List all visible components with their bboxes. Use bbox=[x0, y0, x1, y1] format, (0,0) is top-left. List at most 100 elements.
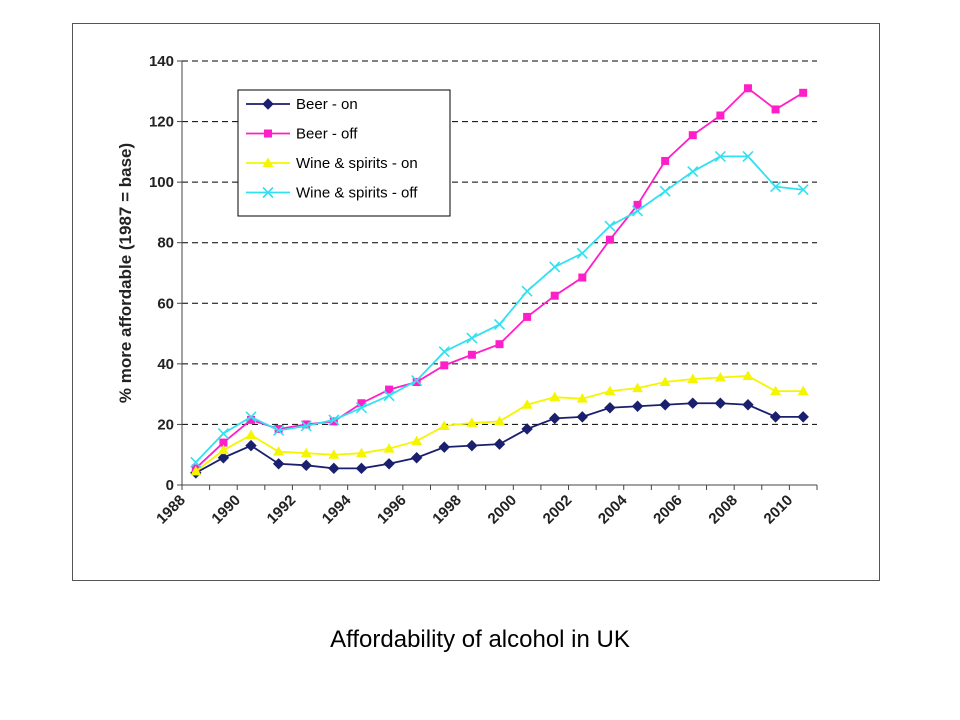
data-point-wine-spirits-on-16 bbox=[632, 382, 644, 393]
data-point-beer-on-1 bbox=[217, 452, 230, 464]
data-point-wine-spirits-off-18-stroke-b bbox=[687, 165, 699, 178]
data-point-beer-off-6 bbox=[357, 399, 366, 408]
data-point-wine-spirits-on-14 bbox=[576, 393, 588, 403]
data-point-wine-spirits-off-1 bbox=[217, 427, 229, 440]
x-tick-label-2004: 2004 bbox=[595, 491, 631, 527]
data-point-beer-on-15 bbox=[604, 402, 616, 414]
data-point-wine-spirits-on-12 bbox=[521, 399, 533, 409]
data-point-wine-spirits-on-22 bbox=[797, 385, 809, 396]
data-point-beer-on-10 bbox=[466, 439, 478, 452]
data-point-beer-on-3 bbox=[272, 458, 285, 470]
data-point-wine-spirits-on-4 bbox=[300, 447, 312, 458]
x-tick-label-1996: 1996 bbox=[374, 492, 410, 528]
data-point-beer-on-13 bbox=[549, 412, 561, 425]
data-point-beer-off-1 bbox=[219, 438, 228, 447]
legend-marker-wine-spirits-on bbox=[262, 157, 274, 167]
caption: Affordability of alcohol in UK bbox=[330, 626, 630, 653]
data-point-beer-on-17 bbox=[659, 399, 671, 411]
legend-label-wine-spirits-on: Wine & spirits - on bbox=[296, 155, 418, 172]
legend-label-beer-off: Beer - off bbox=[296, 126, 358, 143]
data-point-wine-spirits-off-8-stroke-b bbox=[411, 374, 423, 387]
data-point-beer-on-8 bbox=[410, 452, 423, 464]
data-point-beer-off-20 bbox=[743, 84, 752, 93]
data-point-wine-spirits-on-13 bbox=[549, 391, 561, 402]
data-point-beer-off-17 bbox=[661, 156, 670, 165]
data-point-wine-spirits-on-5 bbox=[328, 449, 340, 459]
data-point-wine-spirits-on-0 bbox=[190, 465, 202, 476]
data-point-wine-spirits-on-9 bbox=[438, 420, 450, 430]
x-tick-label-1994: 1994 bbox=[319, 491, 355, 527]
line-chart: 0 20 40 60 80 100 120 140 1988 1990 1992 1994 1996 19… bbox=[116, 53, 818, 528]
legend-marker-beer-on bbox=[262, 98, 274, 110]
data-point-wine-spirits-on-7 bbox=[383, 443, 395, 453]
data-point-wine-spirits-on-6 bbox=[355, 447, 367, 458]
data-point-wine-spirits-off-22-stroke-b bbox=[797, 184, 809, 196]
y-tick-label-20: 20 bbox=[157, 416, 174, 433]
y-tick-label-40: 40 bbox=[157, 356, 174, 373]
data-point-wine-spirits-on-3 bbox=[273, 446, 285, 456]
data-point-wine-spirits-on-11 bbox=[494, 415, 505, 426]
data-point-wine-spirits-off-2 bbox=[245, 411, 257, 423]
data-point-beer-off-4 bbox=[302, 420, 311, 429]
data-point-wine-spirits-off-11 bbox=[493, 318, 506, 331]
x-tick-label-2002: 2002 bbox=[540, 492, 576, 528]
data-point-beer-on-11 bbox=[493, 438, 506, 450]
data-point-wine-spirits-on-8 bbox=[411, 435, 423, 446]
series-line-beer-on bbox=[195, 402, 804, 474]
data-point-beer-off-3 bbox=[274, 424, 283, 433]
legend-box bbox=[237, 89, 451, 217]
data-point-wine-spirits-on-10 bbox=[466, 417, 478, 427]
data-point-beer-on-7 bbox=[383, 458, 395, 470]
data-point-beer-off-18 bbox=[688, 131, 697, 140]
x-tick-label-1992: 1992 bbox=[264, 492, 300, 528]
data-point-wine-spirits-off-10 bbox=[466, 332, 478, 344]
data-point-beer-off-15 bbox=[605, 235, 614, 244]
data-point-beer-on-9 bbox=[438, 441, 450, 453]
data-point-wine-spirits-off-22 bbox=[797, 184, 809, 196]
data-point-wine-spirits-off-17 bbox=[659, 185, 671, 197]
data-point-wine-spirits-off-14 bbox=[576, 247, 588, 259]
data-point-wine-spirits-off-6 bbox=[355, 402, 368, 414]
y-tick-label-80: 80 bbox=[157, 235, 174, 252]
y-tick-label-0: 0 bbox=[166, 477, 174, 494]
data-point-wine-spirits-off-19-stroke-b bbox=[714, 150, 726, 162]
x-tick-label-1998: 1998 bbox=[429, 492, 465, 528]
data-point-wine-spirits-off-20-stroke-b bbox=[742, 150, 754, 162]
legend-label-beer-on: Beer - on bbox=[296, 96, 358, 113]
data-point-wine-spirits-on-20 bbox=[742, 370, 754, 380]
x-tick-label-2010: 2010 bbox=[761, 492, 797, 528]
data-point-beer-off-5 bbox=[329, 417, 338, 426]
data-point-wine-spirits-off-21-stroke-b bbox=[770, 181, 782, 193]
data-point-wine-spirits-off-9-stroke-b bbox=[438, 346, 450, 358]
data-point-beer-off-22 bbox=[799, 88, 808, 97]
data-point-wine-spirits-off-15 bbox=[604, 220, 616, 232]
data-point-wine-spirits-off-20 bbox=[742, 150, 754, 162]
data-point-wine-spirits-off-13 bbox=[549, 261, 561, 273]
data-point-wine-spirits-on-21 bbox=[770, 385, 782, 396]
data-point-beer-off-8 bbox=[412, 378, 421, 387]
data-point-beer-off-12 bbox=[523, 312, 532, 321]
x-tick-label-2008: 2008 bbox=[705, 492, 741, 528]
data-point-wine-spirits-off-3 bbox=[273, 424, 285, 437]
data-point-beer-off-19 bbox=[716, 111, 725, 120]
data-point-wine-spirits-off-16 bbox=[631, 205, 644, 217]
data-point-wine-spirits-on-1 bbox=[217, 444, 229, 455]
data-point-wine-spirits-off-17-stroke-b bbox=[659, 185, 671, 197]
data-point-beer-on-12 bbox=[521, 423, 533, 435]
data-point-wine-spirits-off-0-stroke-b bbox=[190, 456, 202, 468]
data-point-beer-off-10 bbox=[467, 350, 476, 359]
data-point-beer-on-2 bbox=[245, 439, 257, 452]
data-point-beer-off-2 bbox=[247, 415, 256, 424]
y-tick-label-140: 140 bbox=[149, 53, 174, 70]
data-point-wine-spirits-off-4 bbox=[300, 420, 312, 432]
data-point-wine-spirits-off-1-stroke-b bbox=[217, 427, 229, 440]
legend-marker-wine-spirits-off bbox=[262, 186, 274, 199]
data-point-wine-spirits-off-6-stroke-b bbox=[355, 402, 368, 414]
data-point-wine-spirits-off-16-stroke-b bbox=[631, 205, 644, 217]
data-point-wine-spirits-off-10-stroke-b bbox=[466, 332, 478, 344]
data-point-wine-spirits-off-4-stroke-b bbox=[300, 420, 312, 432]
data-point-wine-spirits-off-2-stroke-b bbox=[245, 411, 257, 423]
x-tick-label-1988: 1988 bbox=[153, 492, 189, 528]
data-point-wine-spirits-on-18 bbox=[687, 373, 699, 383]
data-point-wine-spirits-off-12 bbox=[521, 285, 533, 297]
